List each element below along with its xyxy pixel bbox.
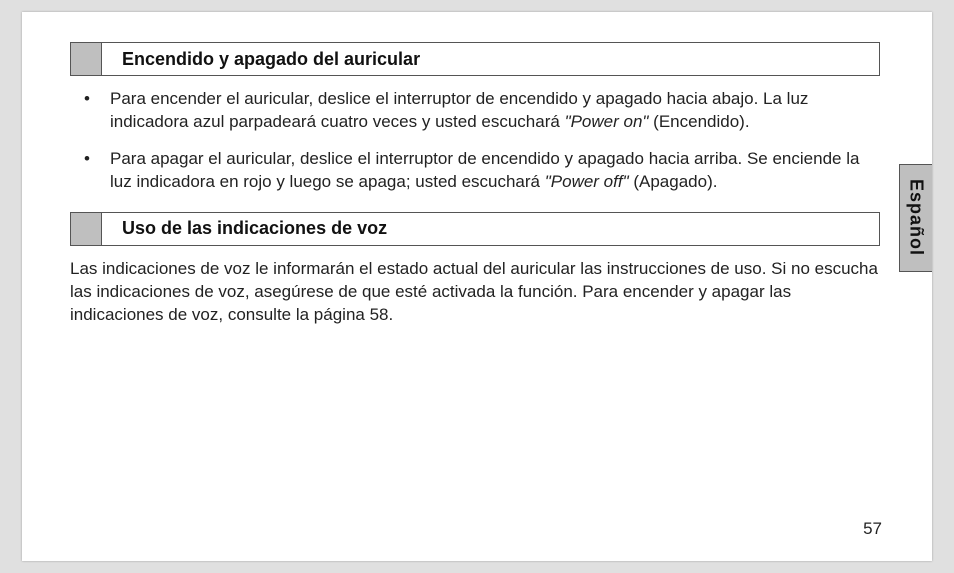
section-title-voice: Uso de las indicaciones de voz xyxy=(102,213,879,245)
bullet-pre: Para apagar el auricular, deslice el int… xyxy=(110,149,859,191)
bullet-marker: • xyxy=(70,148,110,194)
bullet-post: (Encendido). xyxy=(648,112,749,131)
language-tab: Español xyxy=(899,164,932,272)
bullet-item: • Para encender el auricular, deslice el… xyxy=(70,88,880,134)
content-area: Encendido y apagado del auricular • Para… xyxy=(70,42,880,327)
bullet-list-power: • Para encender el auricular, deslice el… xyxy=(70,88,880,194)
bullet-italic: "Power on" xyxy=(565,112,649,131)
paragraph-voice: Las indicaciones de voz le informarán el… xyxy=(70,258,880,327)
bullet-post: (Apagado). xyxy=(629,172,718,191)
bullet-italic: "Power off" xyxy=(545,172,629,191)
bullet-text: Para encender el auricular, deslice el i… xyxy=(110,88,880,134)
bullet-text: Para apagar el auricular, deslice el int… xyxy=(110,148,880,194)
page-number: 57 xyxy=(863,519,882,539)
manual-page: Encendido y apagado del auricular • Para… xyxy=(22,12,932,561)
section-header-voice: Uso de las indicaciones de voz xyxy=(70,212,880,246)
section-tab-marker xyxy=(71,213,102,245)
section-header-power: Encendido y apagado del auricular xyxy=(70,42,880,76)
bullet-item: • Para apagar el auricular, deslice el i… xyxy=(70,148,880,194)
section-tab-marker xyxy=(71,43,102,75)
section-title-power: Encendido y apagado del auricular xyxy=(102,43,879,75)
bullet-marker: • xyxy=(70,88,110,134)
language-label: Español xyxy=(906,179,927,256)
